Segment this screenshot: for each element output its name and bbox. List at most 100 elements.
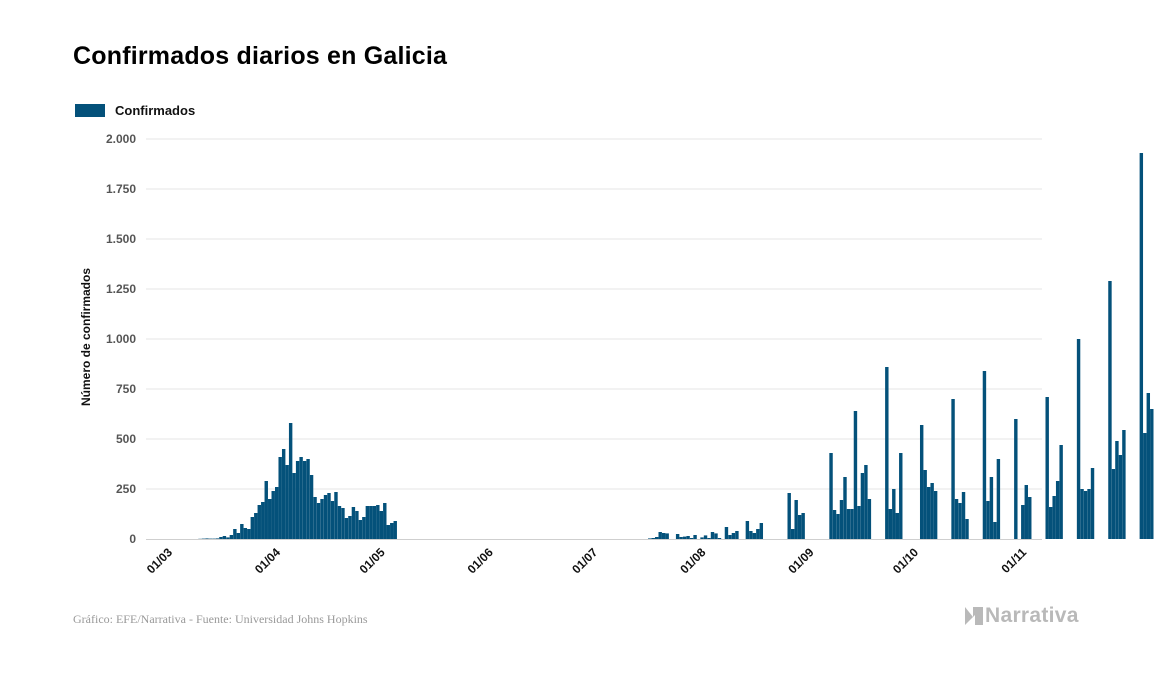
bar xyxy=(1024,485,1028,539)
bar xyxy=(1021,505,1025,539)
bar xyxy=(675,534,680,539)
x-tick-label: 01/06 xyxy=(465,545,496,576)
y-tick-label: 1.500 xyxy=(106,232,136,246)
bar xyxy=(989,477,994,539)
bar xyxy=(1028,497,1032,539)
bar xyxy=(965,519,969,539)
bar xyxy=(306,459,310,539)
y-axis-ticks: 0 250 500 750 1.000 1.250 1.500 1.750 2.000 xyxy=(106,132,136,546)
bar xyxy=(390,523,394,539)
bar xyxy=(1150,409,1154,539)
bar xyxy=(930,483,934,539)
bar xyxy=(700,537,704,539)
bar xyxy=(344,518,349,539)
x-tick-label: 01/03 xyxy=(144,545,175,576)
chart-title: Confirmados diarios en Galicia xyxy=(73,42,448,70)
bar xyxy=(362,517,366,539)
bar xyxy=(839,500,844,539)
bar xyxy=(707,538,711,539)
bar xyxy=(951,399,955,539)
bar xyxy=(376,505,380,539)
bar xyxy=(295,461,300,539)
bar xyxy=(1111,469,1116,539)
bar xyxy=(205,538,209,539)
bar xyxy=(899,453,903,539)
bar xyxy=(919,425,924,539)
bar xyxy=(682,536,687,539)
bar xyxy=(686,536,690,539)
bar xyxy=(717,538,722,539)
bar xyxy=(355,511,359,539)
bar xyxy=(330,501,335,539)
bar xyxy=(229,535,234,539)
bar xyxy=(895,513,899,539)
bar xyxy=(236,533,241,539)
bar xyxy=(665,533,669,539)
bar xyxy=(292,473,296,539)
bar xyxy=(386,525,390,539)
bar xyxy=(323,495,328,539)
bar xyxy=(888,509,893,539)
bar xyxy=(648,538,652,539)
bar xyxy=(867,499,872,539)
bar xyxy=(309,475,314,539)
x-tick-label: 01/08 xyxy=(677,545,708,576)
bar xyxy=(379,511,384,539)
legend-swatch xyxy=(75,104,105,117)
bar xyxy=(679,537,683,539)
bar xyxy=(693,535,697,539)
y-tick-label: 750 xyxy=(116,382,136,396)
bar xyxy=(288,423,293,539)
bar xyxy=(864,465,868,539)
x-tick-label: 01/10 xyxy=(890,545,921,576)
bar xyxy=(1143,433,1147,539)
bar xyxy=(661,533,666,539)
bar xyxy=(1108,281,1112,539)
bar xyxy=(829,453,833,539)
bar xyxy=(843,477,847,539)
bar xyxy=(728,535,732,539)
x-tick-label: 01/09 xyxy=(785,545,816,576)
bar xyxy=(731,533,736,539)
bar xyxy=(254,513,258,539)
bar xyxy=(313,497,317,539)
bar xyxy=(278,457,282,539)
bar xyxy=(271,491,275,539)
bar xyxy=(787,493,791,539)
bar xyxy=(1080,489,1084,539)
bar xyxy=(745,521,750,539)
bar xyxy=(710,532,715,539)
bar xyxy=(658,532,662,539)
y-tick-label: 0 xyxy=(129,532,136,546)
bar xyxy=(853,411,858,539)
bar xyxy=(299,457,303,539)
bar xyxy=(885,367,889,539)
bar xyxy=(240,524,244,539)
bar xyxy=(724,527,729,539)
bar xyxy=(215,538,220,539)
bar xyxy=(1059,445,1063,539)
bar xyxy=(281,449,286,539)
y-tick-label: 500 xyxy=(116,432,136,446)
x-tick-label: 01/05 xyxy=(357,545,388,576)
bar xyxy=(836,514,840,539)
bar xyxy=(735,531,739,539)
bar xyxy=(1139,153,1144,539)
bar xyxy=(794,500,798,539)
bar xyxy=(986,501,990,539)
y-tick-label: 1.250 xyxy=(106,282,136,296)
y-tick-label: 1.000 xyxy=(106,332,136,346)
bar xyxy=(351,507,356,539)
bar xyxy=(334,492,338,539)
bar xyxy=(651,538,655,539)
bars xyxy=(198,153,1154,539)
narrativa-logo: Narrativa xyxy=(963,604,1079,628)
bar xyxy=(285,465,289,539)
bar xyxy=(275,487,279,539)
bar xyxy=(369,506,373,539)
bar xyxy=(749,531,753,539)
y-axis-title: Número de confirmados xyxy=(79,268,93,406)
bar xyxy=(1045,397,1049,539)
bar xyxy=(261,502,265,539)
